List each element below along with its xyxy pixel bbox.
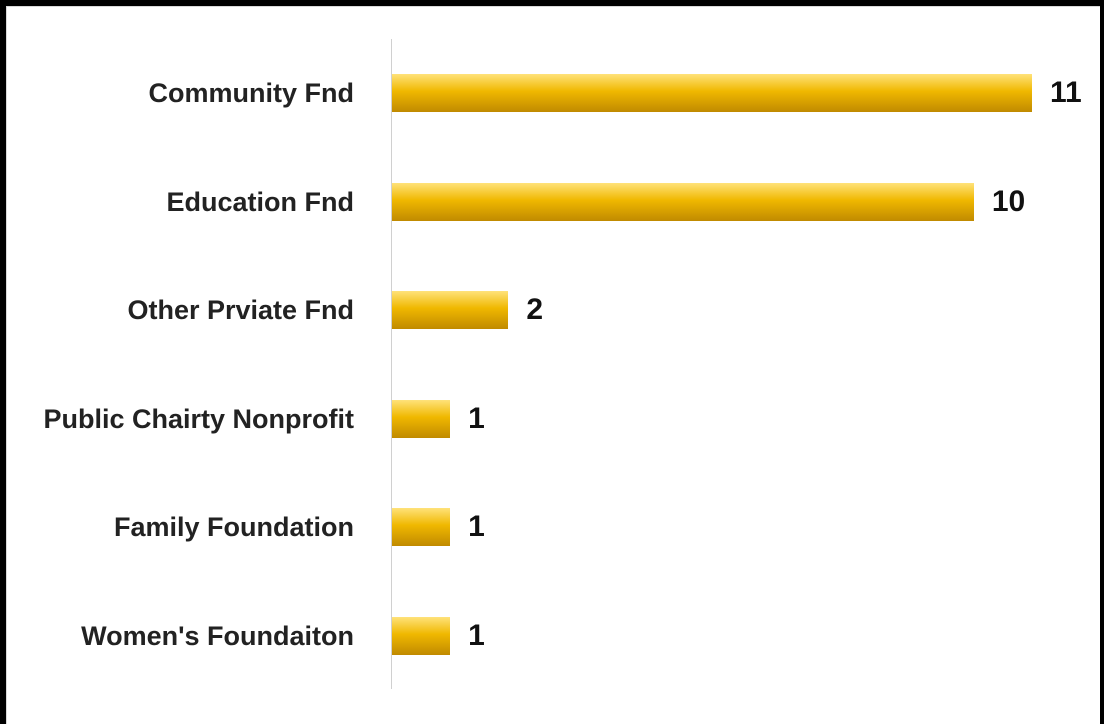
- bar: [392, 182, 974, 221]
- data-label: 1: [468, 401, 485, 435]
- bar: [392, 74, 1032, 112]
- data-label: 10: [991, 184, 1026, 218]
- chart: Community Fnd 11 Education Fnd 10 Other Prvi…: [6, 6, 1100, 724]
- category-label: Women's Foundaiton: [81, 620, 354, 651]
- data-label: 1: [468, 618, 485, 652]
- bar: [392, 399, 451, 438]
- category-label: Other Prviate Fnd: [127, 295, 354, 325]
- category-label: Education Fnd: [166, 186, 354, 217]
- data-label: 2: [526, 293, 544, 326]
- category-label: Family Foundation: [114, 512, 354, 542]
- bar: [392, 508, 451, 546]
- category-label: Community Fnd: [148, 78, 354, 108]
- data-label: 1: [468, 510, 485, 543]
- category-label: Public Chairty Nonprofit: [43, 403, 355, 434]
- bar: [392, 291, 509, 329]
- category-axis: [391, 39, 392, 689]
- data-label: 11: [1050, 76, 1082, 109]
- bar: [392, 616, 451, 655]
